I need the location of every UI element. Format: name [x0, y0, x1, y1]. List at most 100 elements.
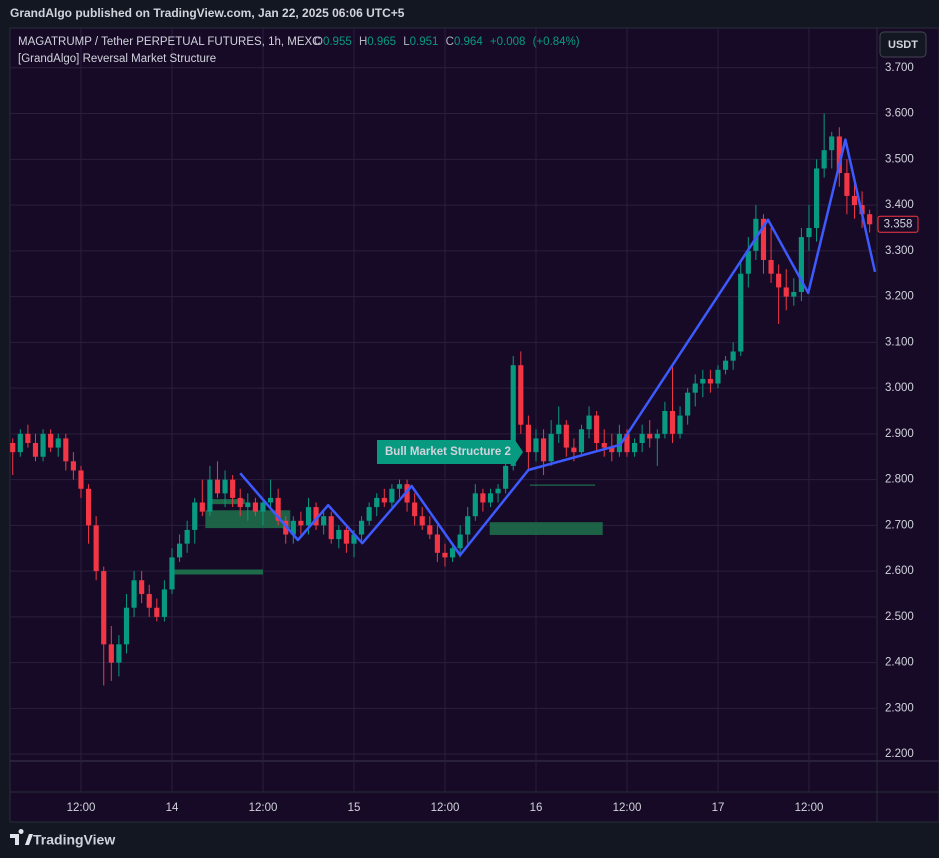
candle-body [867, 214, 873, 225]
candle-body [358, 520, 365, 535]
candle-body [146, 593, 152, 608]
candle-body [518, 365, 524, 425]
c-label: C [446, 36, 454, 48]
candle-body [609, 447, 615, 453]
candle-body [260, 502, 266, 512]
h-label: H [359, 36, 367, 48]
candle-body [730, 351, 736, 361]
candle-body [738, 273, 744, 352]
candle-body [404, 484, 410, 503]
candle-body [510, 365, 516, 466]
candle-body [267, 497, 274, 503]
candle-body [17, 433, 23, 453]
candle-body [457, 534, 463, 549]
candle-body [343, 529, 349, 544]
candle-body [48, 433, 54, 448]
y-tick-label: 2.400 [885, 657, 914, 669]
candle-body [207, 479, 213, 512]
l-value: 0.951 [410, 36, 439, 48]
candle-body [70, 461, 76, 471]
candle-body [222, 479, 228, 494]
candle-body [556, 424, 562, 434]
candle-body [214, 479, 221, 494]
candle-body [252, 502, 258, 512]
candle-body [791, 292, 797, 297]
candle-body [131, 580, 137, 608]
candle-body [290, 520, 296, 535]
candle-body [631, 443, 638, 453]
candle-body [374, 497, 380, 508]
candle-body [715, 369, 721, 384]
x-tick-label: 12:00 [67, 802, 96, 814]
candle-body [366, 507, 372, 521]
candle-body [176, 543, 183, 558]
zone [489, 522, 603, 535]
price-axis [876, 27, 939, 823]
candle-body [184, 529, 190, 544]
candle-body [548, 433, 554, 462]
candle-body [169, 557, 175, 590]
candle-body [40, 433, 46, 457]
candle-body [533, 438, 539, 453]
legend-symbol: MAGATRUMP / Tether PERPETUAL FUTURES, 1h… [18, 36, 320, 48]
candle-body [108, 644, 114, 663]
candle-body [768, 259, 774, 274]
candle-body [116, 644, 122, 663]
y-tick-label: 3.700 [885, 62, 914, 74]
candle-body [245, 502, 251, 508]
candle-body [563, 424, 569, 448]
candle-body [745, 250, 751, 274]
o-value: 0.955 [323, 36, 352, 48]
y-tick-label: 2.200 [885, 748, 914, 760]
candle-body [336, 529, 342, 540]
candle-body [305, 507, 312, 526]
x-tick-label: 16 [530, 802, 543, 814]
candle-body [10, 443, 16, 453]
candle-body [495, 488, 501, 494]
candle-body [321, 516, 327, 526]
y-tick-label: 3.300 [885, 245, 914, 257]
brand-name: TradingView [33, 832, 115, 848]
currency-button[interactable] [879, 31, 927, 58]
candle-body [161, 589, 167, 617]
h-value: 0.965 [367, 36, 396, 48]
x-tick-label: 14 [166, 802, 179, 814]
annotation: Bull Market Structure 2 [385, 446, 511, 458]
candle-body [78, 470, 84, 489]
candle-body [707, 378, 713, 384]
candle-body [844, 173, 850, 196]
candle-body [101, 571, 107, 645]
candle-body [419, 516, 425, 526]
candle-body [427, 525, 433, 535]
candle-body [449, 548, 456, 558]
candle-body [540, 438, 547, 462]
candle-body [776, 273, 782, 288]
candle-body [578, 429, 585, 453]
currency-label: USDT [888, 39, 918, 51]
x-tick-label: 17 [712, 802, 725, 814]
candle-body [396, 484, 403, 489]
candle-body [63, 438, 69, 462]
candle-body [480, 493, 486, 503]
market-structure-line [239, 138, 877, 557]
y-tick-label: 3.400 [885, 199, 914, 211]
indicator-name: [GrandAlgo] Reversal Market Structure [18, 53, 216, 65]
candle-body [123, 607, 130, 645]
candle-body [139, 580, 145, 594]
candle-body [313, 507, 319, 526]
x-tick-label: 12:00 [431, 802, 460, 814]
candle-body [783, 287, 789, 297]
candle-body [685, 392, 691, 416]
candle-body [821, 150, 827, 169]
candle-body [594, 415, 600, 444]
candle-body [616, 433, 622, 453]
candle-body [93, 525, 99, 572]
candle-body [275, 497, 281, 521]
y-tick-label: 2.500 [885, 611, 914, 623]
x-tick-label: 12:00 [795, 802, 824, 814]
candle-body [798, 237, 804, 293]
y-tick-label: 3.000 [885, 382, 914, 394]
y-tick-label: 2.600 [885, 565, 914, 577]
candle-body [760, 218, 767, 260]
candle-body [836, 136, 842, 174]
